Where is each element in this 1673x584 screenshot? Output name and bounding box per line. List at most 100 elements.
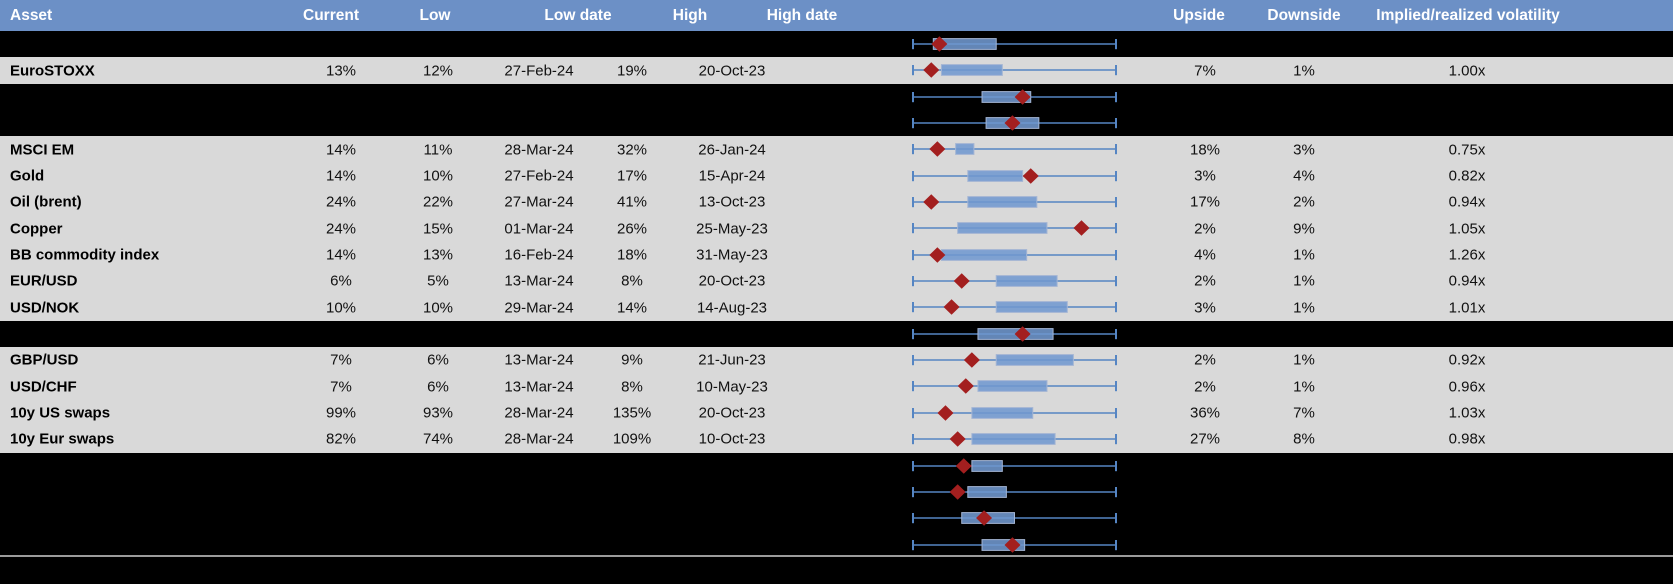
- range-box: [955, 143, 975, 156]
- range-box: [957, 222, 1048, 235]
- low-date-value: 13-Mar-24: [504, 272, 574, 290]
- asset-label: USD/CHF: [10, 378, 77, 396]
- current-marker-icon: [963, 352, 980, 368]
- column-header-downside: Downside: [1267, 6, 1341, 24]
- downside-value: 7%: [1293, 404, 1315, 422]
- asset-label: Oil (brent): [10, 193, 82, 211]
- upside-value: 17%: [1189, 193, 1221, 211]
- column-header-low: Low: [419, 6, 451, 24]
- column-header-upside: Upside: [1173, 6, 1225, 24]
- range-boxplot: [912, 88, 1117, 105]
- asset-label: EUR/USD: [10, 272, 78, 290]
- downside-value: 1%: [1293, 351, 1315, 369]
- range-box: [940, 64, 1003, 77]
- low-value: 13%: [422, 246, 454, 264]
- downside-value: 9%: [1293, 220, 1315, 238]
- range-boxplot: [912, 378, 1117, 395]
- high-date-value: 10-May-23: [696, 378, 768, 396]
- high-date-value: 13-Oct-23: [698, 193, 766, 211]
- implied-realized-value: 0.92x: [1448, 351, 1486, 369]
- asset-label: GBP/USD: [10, 351, 79, 369]
- current-value: 13%: [325, 62, 357, 80]
- current-value: 14%: [325, 246, 357, 264]
- downside-value: 1%: [1293, 299, 1315, 317]
- current-marker-icon: [1004, 115, 1021, 131]
- high-value: 18%: [616, 246, 648, 264]
- high-date-value: 15-Apr-24: [698, 167, 766, 185]
- range-box: [971, 433, 1056, 446]
- table-row: 10y Eur swaps 82% 74% 28-Mar-24 109% 10-Oct-2…: [0, 426, 1673, 453]
- range-box: [967, 169, 1024, 182]
- current-marker-icon: [949, 484, 966, 500]
- hidden-row: [0, 478, 1673, 506]
- low-date-value: 29-Mar-24: [504, 299, 574, 317]
- high-value: 32%: [616, 141, 648, 159]
- downside-value: 1%: [1293, 62, 1315, 80]
- current-marker-icon: [929, 246, 946, 263]
- current-marker-icon: [1073, 220, 1090, 237]
- low-date-value: 28-Mar-24: [504, 404, 574, 422]
- high-value: 8%: [621, 378, 643, 396]
- range-boxplot: [912, 167, 1117, 184]
- current-value: 10%: [325, 299, 357, 317]
- current-marker-icon: [1004, 536, 1021, 553]
- high-value: 41%: [616, 193, 648, 211]
- hidden-row: [0, 110, 1673, 137]
- range-box: [995, 354, 1074, 367]
- current-marker-icon: [1014, 325, 1031, 342]
- high-date-value: 10-Oct-23: [698, 430, 766, 448]
- high-value: 14%: [616, 299, 648, 317]
- low-date-value: 13-Mar-24: [504, 378, 574, 396]
- range-box: [940, 248, 1028, 261]
- current-value: 14%: [325, 141, 357, 159]
- asset-label: MSCI EM: [10, 141, 75, 159]
- current-marker-icon: [931, 36, 948, 52]
- current-marker-icon: [923, 194, 940, 210]
- low-date-value: 28-Mar-24: [504, 430, 574, 448]
- implied-realized-value: 0.82x: [1448, 167, 1486, 185]
- table-row: Copper 24% 15% 01-Mar-24 26% 25-May-23 2% 9% 1.0…: [0, 215, 1673, 242]
- upside-value: 7%: [1194, 62, 1216, 80]
- range-boxplot: [912, 194, 1117, 210]
- range-boxplot: [912, 457, 1117, 474]
- low-value: 10%: [422, 299, 454, 317]
- high-value: 135%: [612, 404, 652, 422]
- table-body: EuroSTOXX 13% 12% 27-Feb-24 19% 20-Oct-23 7% 1%…: [0, 31, 1673, 558]
- asset-label: Copper: [10, 220, 63, 238]
- high-value: 9%: [621, 351, 643, 369]
- current-value: 99%: [325, 404, 357, 422]
- low-value: 5%: [427, 272, 449, 290]
- implied-realized-value: 0.75x: [1448, 141, 1486, 159]
- hidden-row: [0, 505, 1673, 532]
- high-date-value: 26-Jan-24: [698, 141, 766, 159]
- table-row: USD/CHF 7% 6% 13-Mar-24 8% 10-May-23 2% 1% 0.96x: [0, 373, 1673, 400]
- downside-value: 3%: [1293, 141, 1315, 159]
- current-value: 82%: [325, 430, 357, 448]
- current-marker-icon: [957, 378, 974, 395]
- table-row: 10y US swaps 99% 93% 28-Mar-24 135% 20-Oct-23…: [0, 399, 1673, 427]
- asset-label: 10y US swaps: [10, 404, 111, 422]
- current-marker-icon: [953, 273, 970, 289]
- table-row: Oil (brent) 24% 22% 27-Mar-24 41% 13-Oct-23 17…: [0, 189, 1673, 216]
- range-boxplot: [912, 325, 1117, 342]
- range-box: [977, 380, 1048, 393]
- downside-value: 8%: [1293, 430, 1315, 448]
- hidden-row: [0, 83, 1673, 111]
- current-marker-icon: [943, 299, 960, 316]
- range-boxplot: [912, 510, 1117, 526]
- implied-realized-value: 1.00x: [1448, 62, 1486, 80]
- current-value: 7%: [330, 351, 352, 369]
- table-row: MSCI EM 14% 11% 28-Mar-24 32% 26-Jan-24 18% 3% 0…: [0, 136, 1673, 163]
- range-box: [995, 275, 1058, 287]
- range-boxplot: [912, 273, 1117, 289]
- range-boxplot: [912, 536, 1117, 553]
- downside-value: 4%: [1293, 167, 1315, 185]
- high-value: 17%: [616, 167, 648, 185]
- high-date-value: 20-Oct-23: [698, 404, 766, 422]
- table-row: BB commodity index 14% 13% 16-Feb-24 18% 31-M…: [0, 241, 1673, 269]
- range-boxplot: [912, 220, 1117, 237]
- asset-label: USD/NOK: [10, 299, 80, 317]
- column-header-high: High: [672, 6, 708, 24]
- implied-realized-value: 1.01x: [1448, 299, 1486, 317]
